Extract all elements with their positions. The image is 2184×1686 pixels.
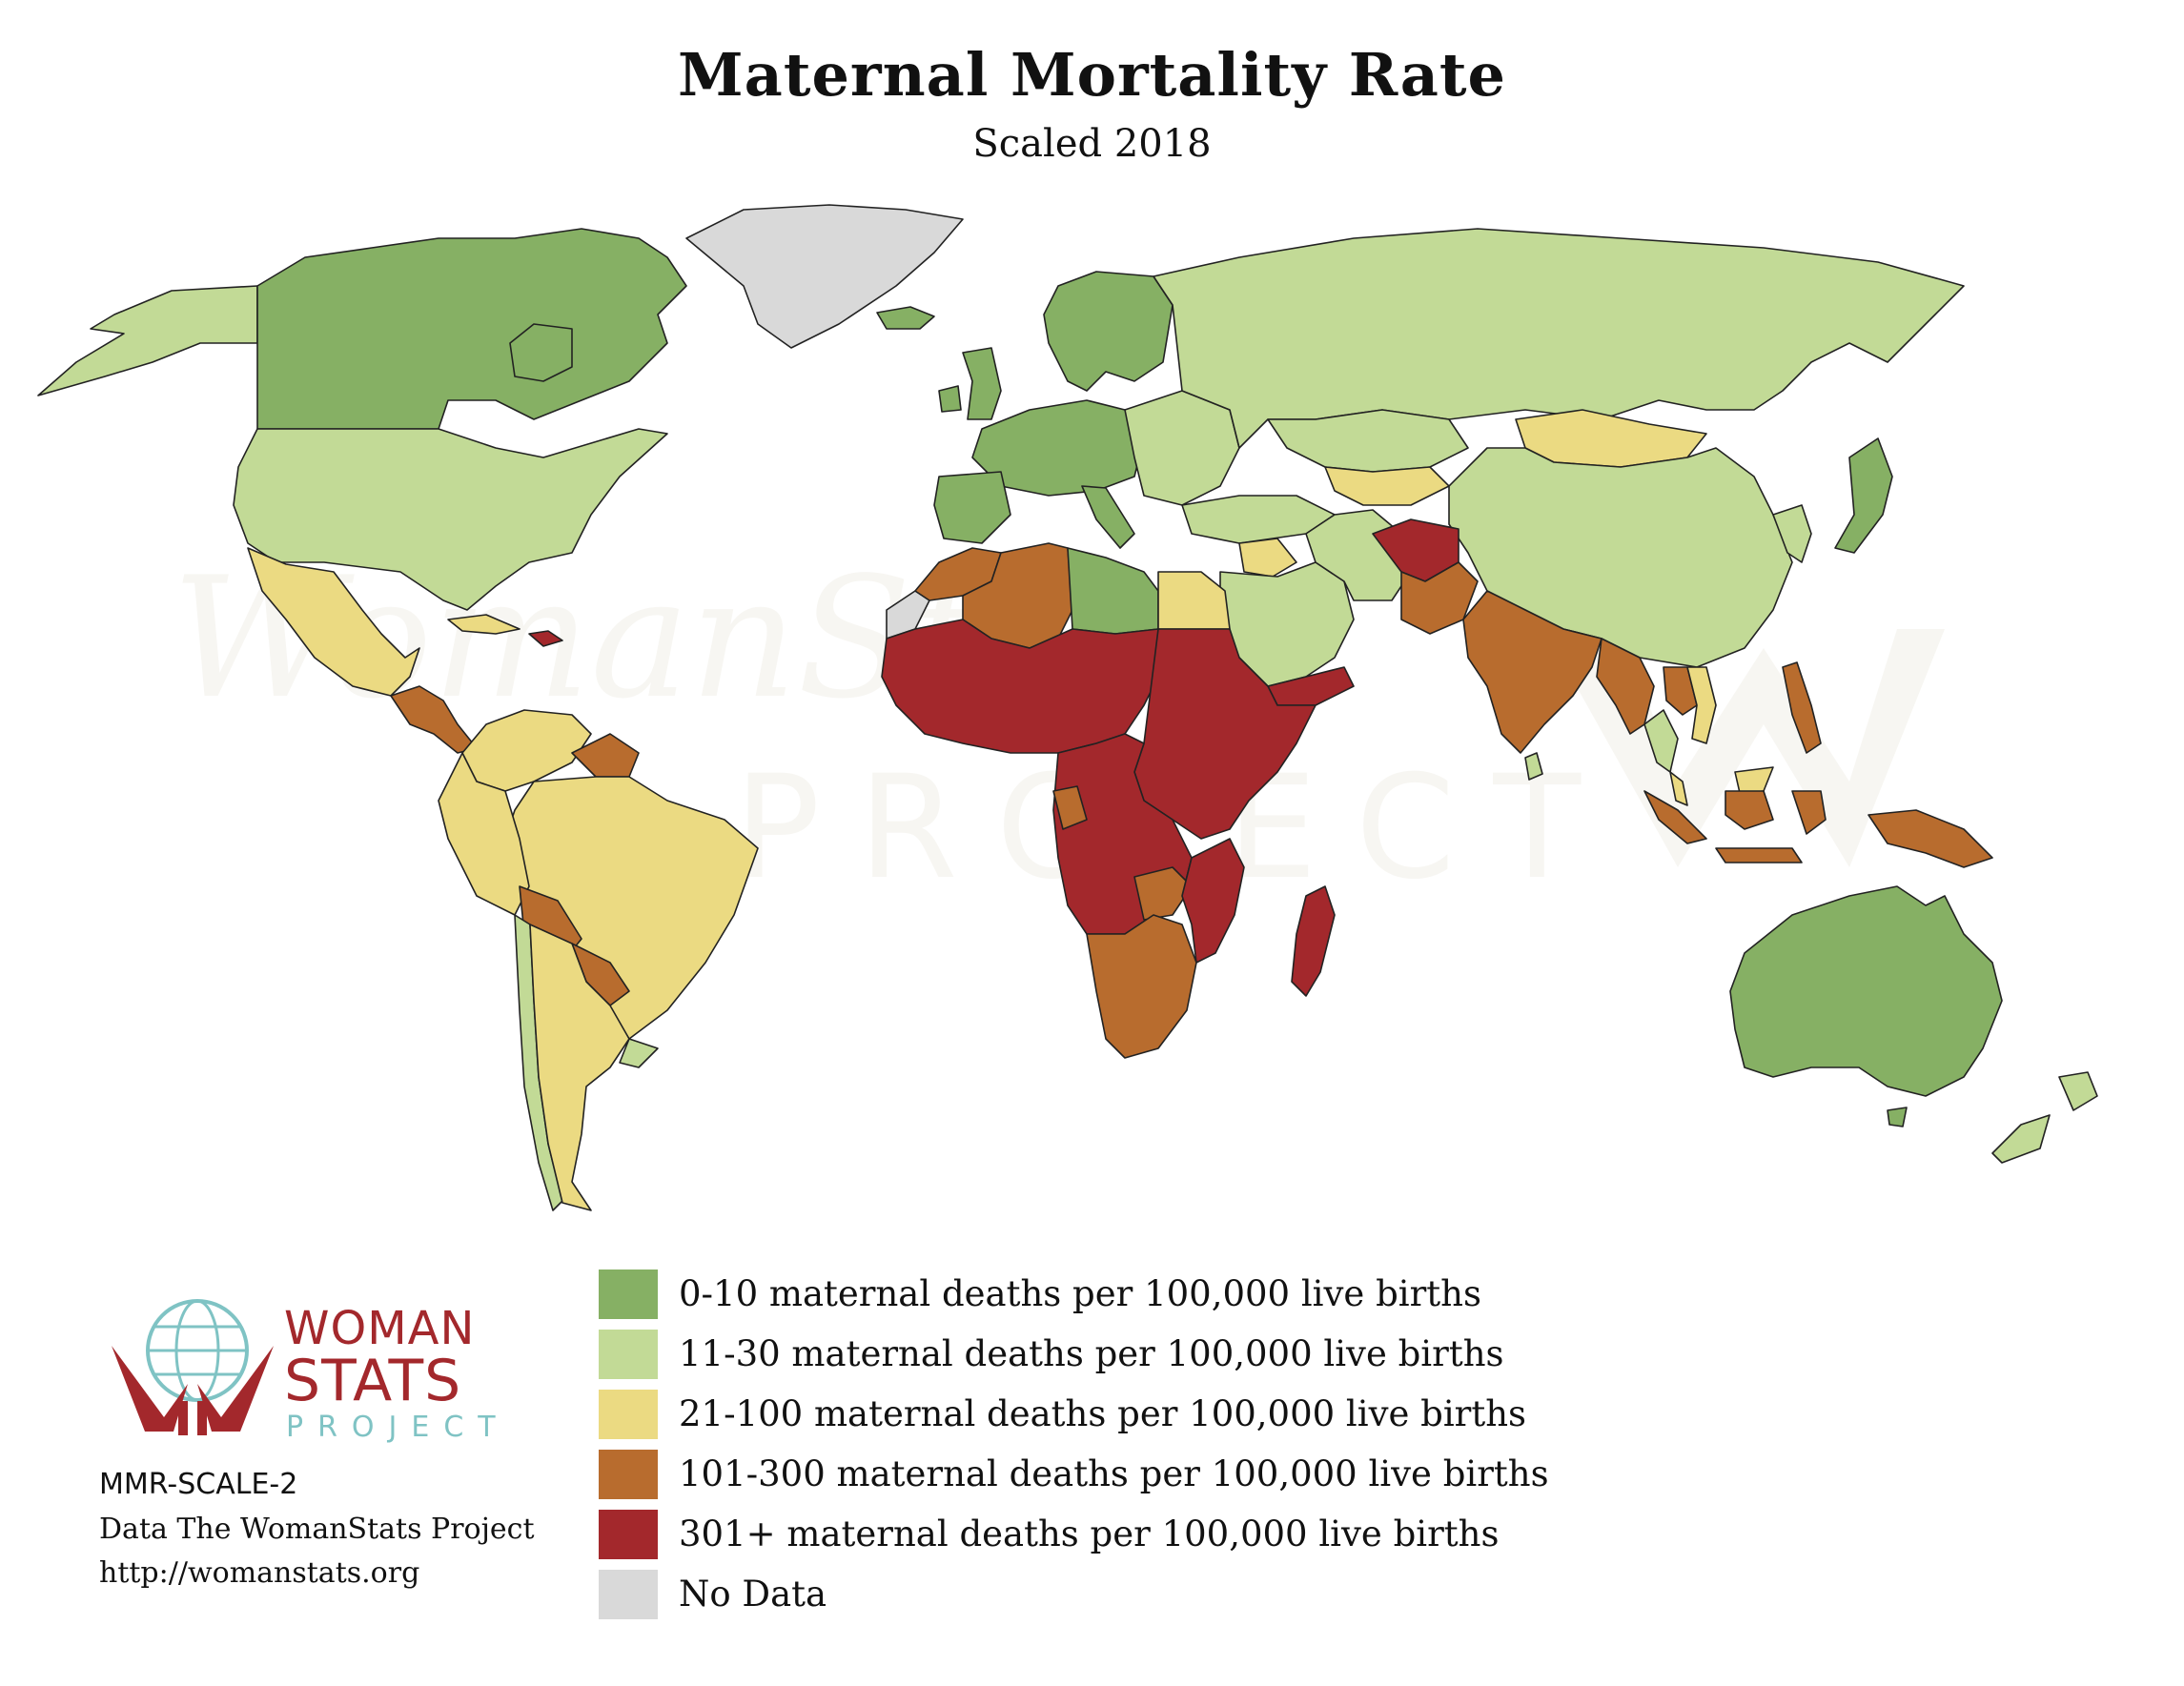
- thailand: [1643, 709, 1679, 773]
- hispaniola: [528, 630, 563, 647]
- india: [1462, 590, 1602, 754]
- egypt: [1157, 571, 1231, 630]
- sahel-west-africa: [881, 619, 1164, 754]
- scandinavia: [1043, 271, 1174, 392]
- legend-swatch: [599, 1390, 658, 1439]
- argentina: [529, 924, 630, 1211]
- legend-swatch: [599, 1510, 658, 1559]
- alaska: [37, 285, 258, 396]
- laos: [1663, 666, 1698, 716]
- sri-lanka: [1524, 752, 1543, 781]
- legend-swatch: [599, 1570, 658, 1619]
- legend-label: 21-100 maternal deaths per 100,000 live …: [679, 1393, 1527, 1434]
- world-map: WomanStats PROJECT: [37, 204, 2098, 1211]
- papua-new-guinea: [1868, 809, 1993, 868]
- zambia: [1133, 866, 1193, 921]
- uruguay: [619, 1038, 659, 1068]
- legend-label: 301+ maternal deaths per 100,000 live bi…: [679, 1513, 1500, 1554]
- pakistan: [1400, 561, 1479, 635]
- indochina: [1686, 666, 1717, 744]
- usa: [233, 428, 668, 611]
- womanstats-logo: WOMAN STATS PROJECT: [107, 1289, 507, 1451]
- legend-swatch: [599, 1270, 658, 1319]
- map-code: MMR-SCALE-2: [99, 1468, 298, 1501]
- logo-globe-hands-icon: [112, 1299, 274, 1435]
- philippines: [1782, 661, 1822, 754]
- new-zealand: [1991, 1071, 2098, 1164]
- legend-swatch: [599, 1450, 658, 1499]
- data-source: Data The WomanStats Project: [99, 1513, 535, 1546]
- source-link[interactable]: http://womanstats.org: [99, 1556, 420, 1590]
- mozambique: [1181, 838, 1245, 964]
- cuba: [447, 614, 520, 635]
- logo-word-stats: STATS: [284, 1348, 462, 1414]
- british-isles: [938, 347, 1002, 420]
- japan: [1834, 437, 1893, 554]
- eastern-europe: [1124, 390, 1240, 506]
- italy: [1081, 485, 1135, 549]
- myanmar-bangladesh: [1596, 638, 1655, 735]
- madagascar: [1291, 885, 1336, 997]
- logo-word-woman: WOMAN: [284, 1302, 476, 1355]
- legend-label: 11-30 maternal deaths per 100,000 live b…: [679, 1333, 1504, 1374]
- tasmania: [1887, 1107, 1908, 1127]
- gabon: [1052, 785, 1088, 830]
- legend-label: 0-10 maternal deaths per 100,000 live bi…: [679, 1273, 1481, 1314]
- iberia: [933, 471, 1011, 544]
- iceland: [876, 306, 935, 330]
- map-title: Maternal Mortality Rate: [678, 40, 1506, 110]
- guianas: [571, 733, 640, 778]
- central-asia: [1324, 466, 1450, 506]
- mexico: [247, 547, 420, 697]
- canada: [256, 228, 687, 430]
- logo-word-project: PROJECT: [286, 1411, 510, 1444]
- legend-label: 101-300 maternal deaths per 100,000 live…: [679, 1453, 1549, 1494]
- levant: [1238, 538, 1297, 578]
- map-regions: [37, 204, 2098, 1211]
- korea: [1772, 504, 1812, 563]
- southern-africa: [1086, 914, 1197, 1059]
- indonesia: [1643, 790, 1827, 863]
- map-subtitle: Scaled 2018: [972, 122, 1212, 166]
- kazakhstan: [1267, 409, 1469, 473]
- western-sahara: [886, 590, 930, 640]
- russia: [1153, 228, 1965, 449]
- legend-label: No Data: [679, 1574, 827, 1615]
- legend-swatch: [599, 1330, 658, 1379]
- greenland: [685, 204, 964, 349]
- australia: [1729, 885, 2003, 1097]
